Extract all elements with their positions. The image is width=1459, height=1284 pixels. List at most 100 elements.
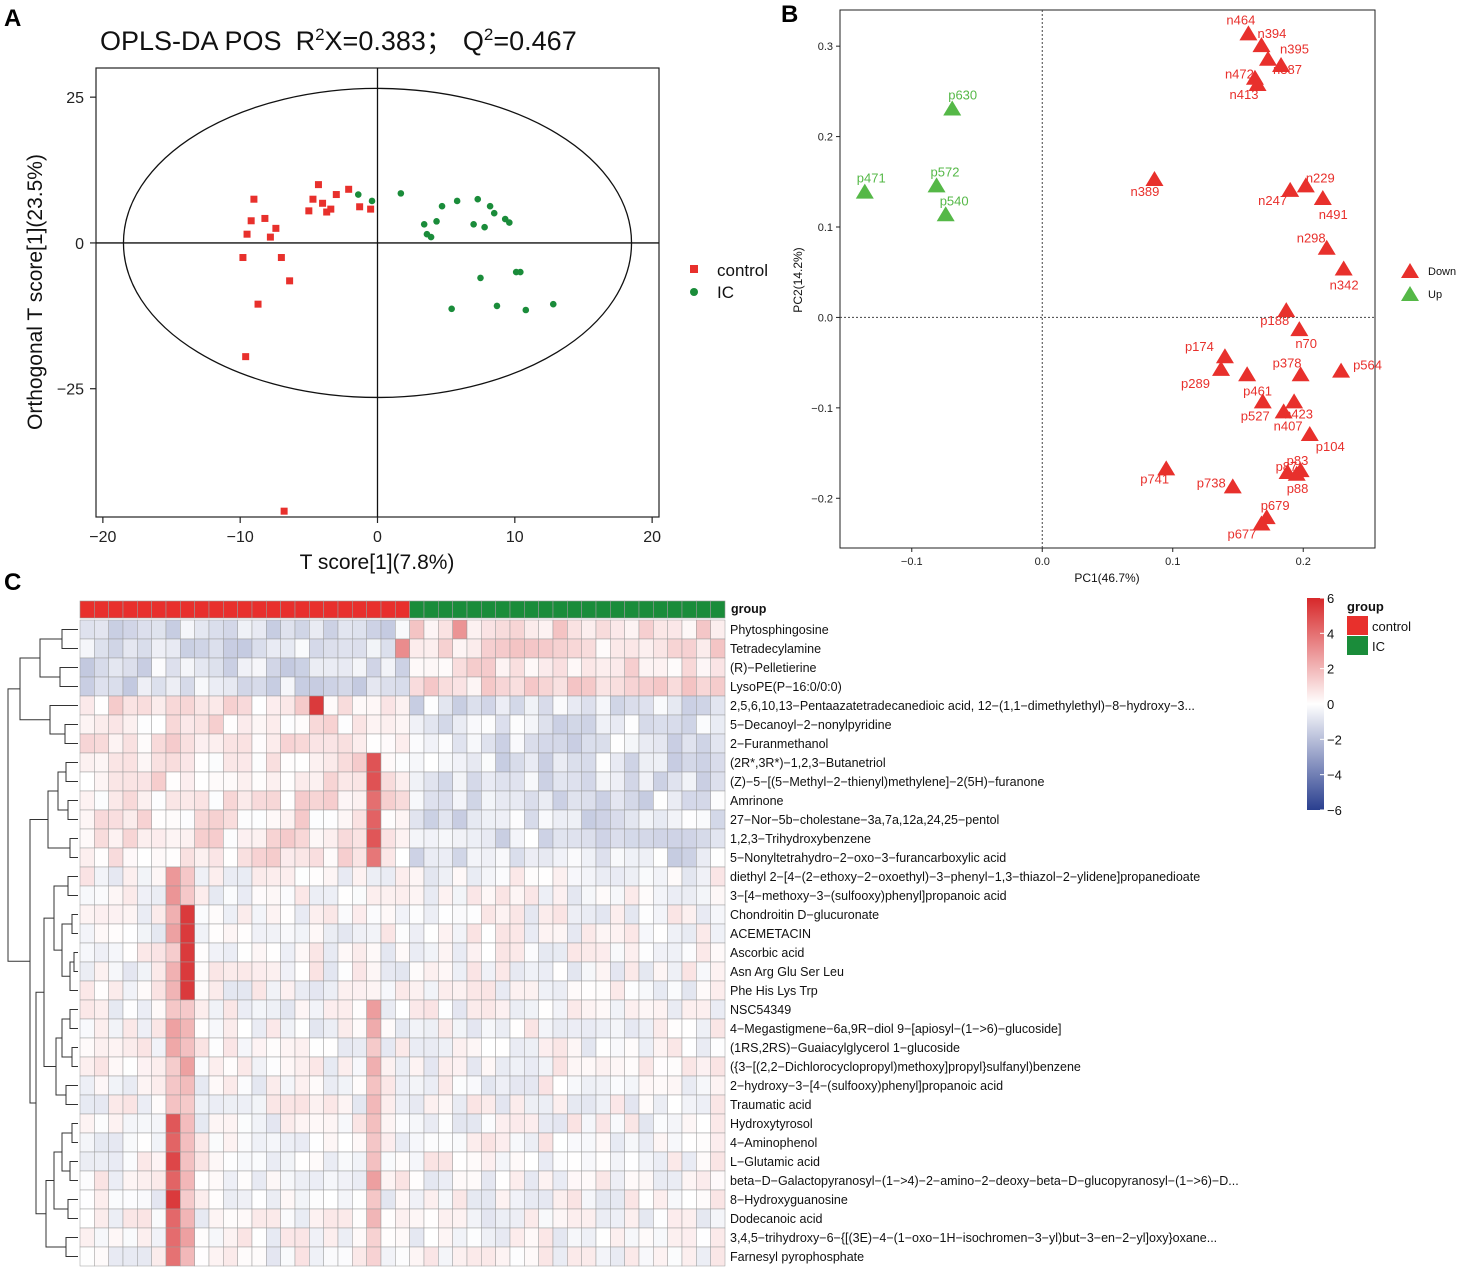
pca-point-label: p104 xyxy=(1316,439,1345,454)
heatmap-cell xyxy=(524,999,539,1020)
heatmap-cell xyxy=(466,657,482,678)
heatmap-cell xyxy=(237,676,253,697)
heatmap-cell xyxy=(610,638,625,659)
heatmap-cell xyxy=(624,1132,640,1153)
heatmap-cell xyxy=(581,904,597,925)
heatmap-cell xyxy=(323,1056,339,1077)
heatmap-cell xyxy=(251,1189,267,1210)
heatmap-cell xyxy=(438,638,453,659)
heatmap-cell xyxy=(108,1170,124,1191)
heatmap-cell xyxy=(223,752,238,773)
heatmap-cell xyxy=(280,657,296,678)
heatmap-cell xyxy=(495,1037,511,1058)
dendrogram-branch xyxy=(47,790,70,849)
heatmap-cell xyxy=(208,1189,224,1210)
heatmap-cell xyxy=(194,1170,210,1191)
heatmap-cell xyxy=(352,828,367,849)
heatmap-cell xyxy=(552,942,568,963)
heatmap-cell xyxy=(352,1246,367,1267)
opls-da-plot: OPLS-DA POS R2X=0.383； Q2=0.467 −20 −10 0 10 2… xyxy=(24,25,768,574)
heatmap-cell xyxy=(337,676,353,697)
pca-point-label: p527 xyxy=(1241,408,1270,423)
heatmap-cell xyxy=(581,752,597,773)
heatmap-cell xyxy=(452,942,468,963)
heatmap-cell xyxy=(552,676,568,697)
heatmap-cell xyxy=(223,1056,238,1077)
heatmap-cell xyxy=(610,828,625,849)
heatmap-cell xyxy=(538,638,554,659)
pca-point-n464 xyxy=(1239,25,1258,41)
heatmap-cell xyxy=(667,1018,683,1039)
heatmap-cell xyxy=(452,1208,468,1229)
heatmap-cell xyxy=(552,1208,568,1229)
heatmap-row-label: Farnesyl pyrophosphate xyxy=(730,1250,864,1264)
heatmap-row-label: (2R*,3R*)−1,2,3−Butanetriol xyxy=(730,756,886,770)
heatmap-row-label: 4−Aminophenol xyxy=(730,1136,817,1150)
heatmap-cell xyxy=(667,1094,683,1115)
heatmap-cell xyxy=(595,885,611,906)
heatmap-cell xyxy=(151,752,167,773)
heatmap-cell xyxy=(223,619,238,640)
heatmap-cell xyxy=(366,1113,382,1134)
heatmap-cell xyxy=(509,638,525,659)
heatmap-cell xyxy=(638,847,654,868)
heatmap-cell xyxy=(595,1170,611,1191)
heatmap-cell xyxy=(466,999,482,1020)
heatmap-cell xyxy=(538,1151,554,1172)
heatmap-cell xyxy=(610,1132,625,1153)
pca-point-label: n298 xyxy=(1297,231,1326,246)
heatmap-cell xyxy=(280,809,296,830)
heatmap-cell xyxy=(581,695,597,716)
heatmap-cell xyxy=(610,1037,625,1058)
heatmap-cell xyxy=(667,1056,683,1077)
heatmap-cell xyxy=(108,1037,124,1058)
heatmap-cell xyxy=(165,847,181,868)
pca-point-n491 xyxy=(1313,189,1332,205)
heatmap-cell xyxy=(165,980,181,1001)
heatmap-cell xyxy=(567,1113,582,1134)
opls-title-q-suffix: =0.467 xyxy=(493,26,576,56)
dendrogram-branch xyxy=(59,667,78,687)
heatmap-cell xyxy=(567,866,582,887)
heatmap-cell xyxy=(624,904,640,925)
heatmap-cell xyxy=(194,1113,210,1134)
heatmap-cell xyxy=(280,904,296,925)
heatmap-cell xyxy=(395,638,410,659)
heatmap-cell xyxy=(653,1227,668,1248)
heatmap-row-label: (Z)−5−[(5−Methyl−2−thienyl)methylene]−2(… xyxy=(730,775,1044,789)
heatmap-cell xyxy=(409,695,425,716)
heatmap-cell xyxy=(524,866,539,887)
heatmap-cell xyxy=(667,638,683,659)
heatmap-cell xyxy=(452,828,468,849)
heatmap-cell xyxy=(452,676,468,697)
heatmap-cell xyxy=(552,999,568,1020)
heatmap-cell xyxy=(251,676,267,697)
heatmap-cell xyxy=(223,790,238,811)
pca-point-label: n342 xyxy=(1330,278,1359,293)
heatmap-cell xyxy=(696,714,711,735)
heatmap-cell xyxy=(481,847,496,868)
heatmap-cell xyxy=(595,828,611,849)
heatmap-row-label: 27−Nor−5b−cholestane−3a,7a,12a,24,25−pen… xyxy=(730,813,999,827)
heatmap-cell xyxy=(208,885,224,906)
heatmap-cell xyxy=(610,790,625,811)
group-cell-control xyxy=(137,600,152,619)
color-scale-label: −2 xyxy=(1327,732,1342,747)
heatmap-cell xyxy=(266,638,281,659)
heatmap-cell xyxy=(710,638,726,659)
opls-legend: control IC xyxy=(690,261,768,302)
heatmap-cell xyxy=(509,961,525,982)
heatmap-cell xyxy=(180,980,195,1001)
heatmap-cell xyxy=(552,809,568,830)
heatmap-cell xyxy=(653,1113,668,1134)
heatmap-cell xyxy=(137,885,152,906)
opls-y-tick-label: 0 xyxy=(75,236,84,253)
heatmap-cell xyxy=(567,999,582,1020)
heatmap-cell xyxy=(180,1018,195,1039)
heatmap-cell xyxy=(624,1208,640,1229)
heatmap-cell xyxy=(524,1037,539,1058)
heatmap-cell xyxy=(438,961,453,982)
heatmap-cell xyxy=(610,733,625,754)
heatmap-cell xyxy=(624,638,640,659)
heatmap-cell xyxy=(323,752,339,773)
